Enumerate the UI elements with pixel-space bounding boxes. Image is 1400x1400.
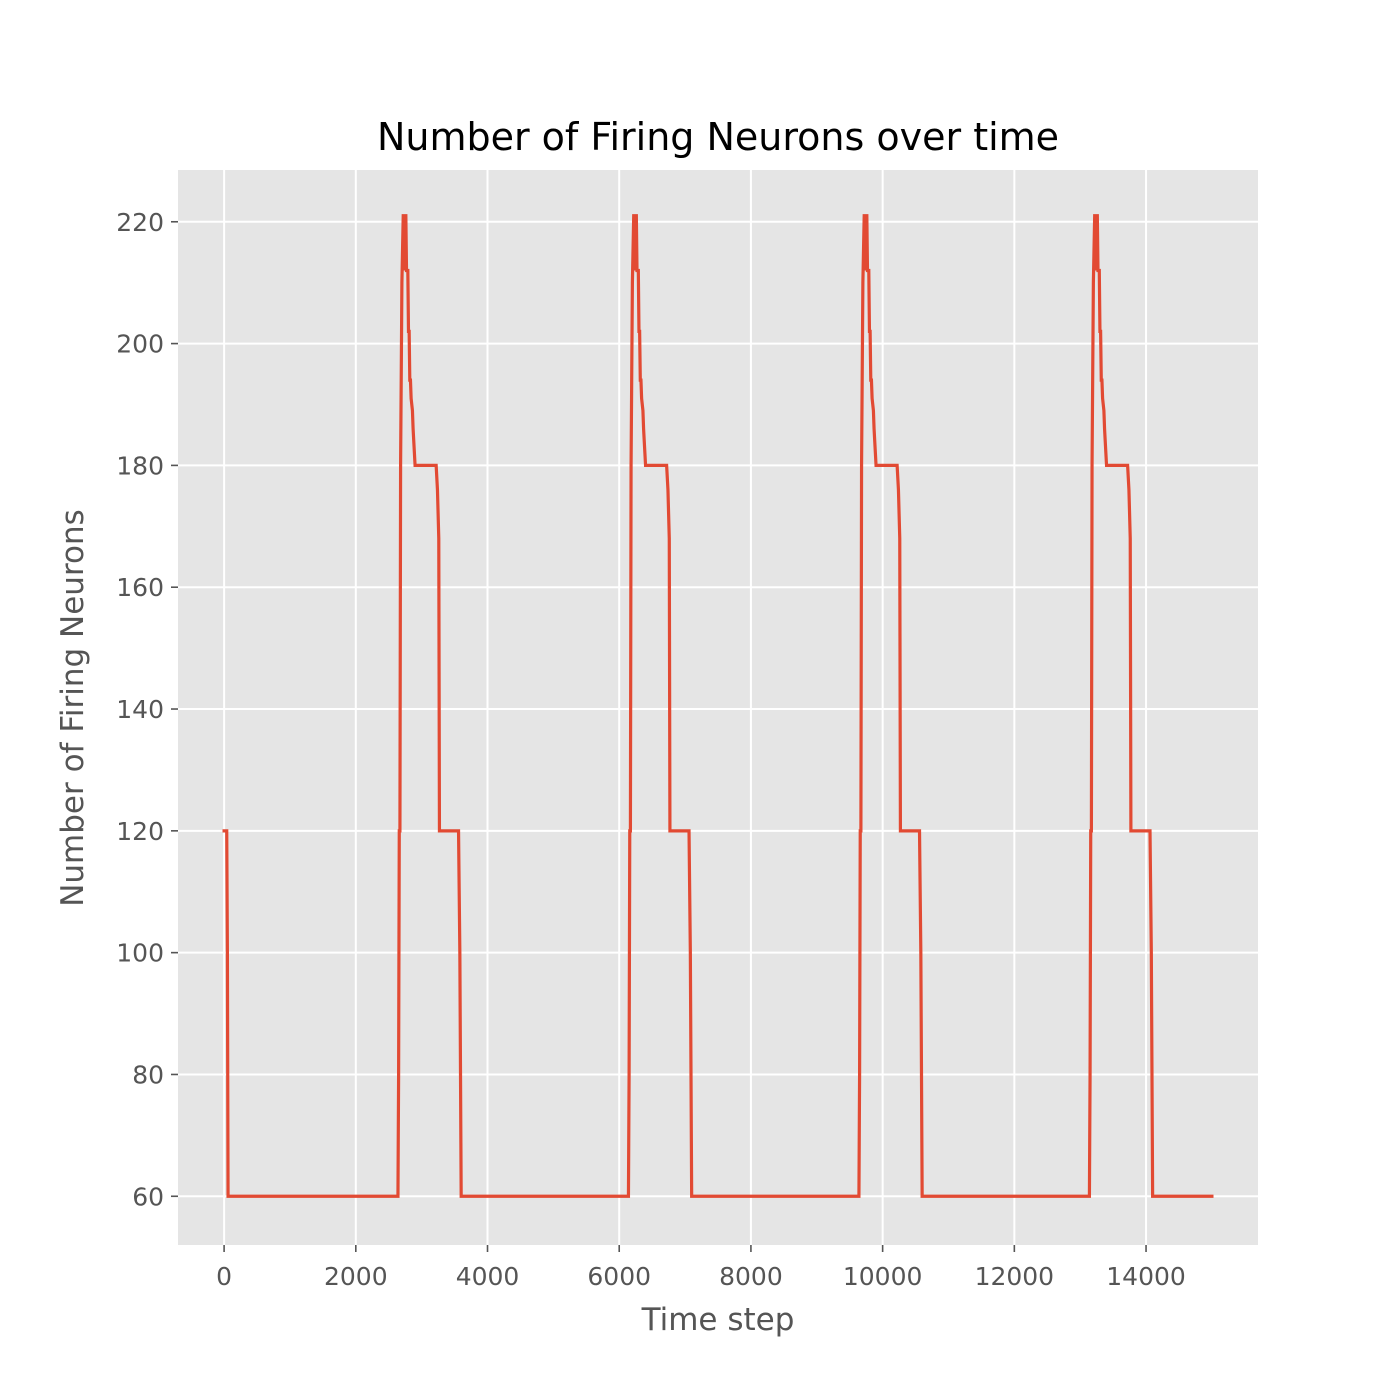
y-axis: 60 80 100 120 140 160 180 200 220 — [116, 208, 178, 1211]
y-tick-label: 100 — [116, 939, 164, 968]
series-line-0 — [222, 214, 1214, 1198]
y-tick-label: 220 — [116, 208, 164, 237]
chart-title: Number of Firing Neurons over time — [377, 115, 1059, 159]
y-tick-label: 160 — [116, 573, 164, 602]
x-tick-label: 8000 — [719, 1262, 783, 1291]
y-tick-label: 180 — [116, 451, 164, 480]
series-layer — [222, 214, 1214, 1198]
x-tick-label: 10000 — [843, 1262, 923, 1291]
x-tick-label: 4000 — [456, 1262, 520, 1291]
y-tick-label: 60 — [132, 1182, 164, 1211]
y-axis-label: Number of Firing Neurons — [55, 509, 91, 907]
plot-area — [178, 170, 1258, 1245]
x-tick-label: 14000 — [1106, 1262, 1186, 1291]
x-axis-label: Time step — [641, 1302, 795, 1338]
y-tick-label: 140 — [116, 695, 164, 724]
x-tick-label: 0 — [216, 1262, 232, 1291]
y-tick-label: 80 — [132, 1060, 164, 1089]
x-tick-label: 2000 — [324, 1262, 388, 1291]
x-tick-label: 6000 — [587, 1262, 651, 1291]
y-tick-label: 200 — [116, 330, 164, 359]
x-axis: 0 2000 4000 6000 8000 10000 12000 14000 — [216, 1245, 1186, 1291]
x-tick-label: 12000 — [975, 1262, 1055, 1291]
y-tick-label: 120 — [116, 817, 164, 846]
